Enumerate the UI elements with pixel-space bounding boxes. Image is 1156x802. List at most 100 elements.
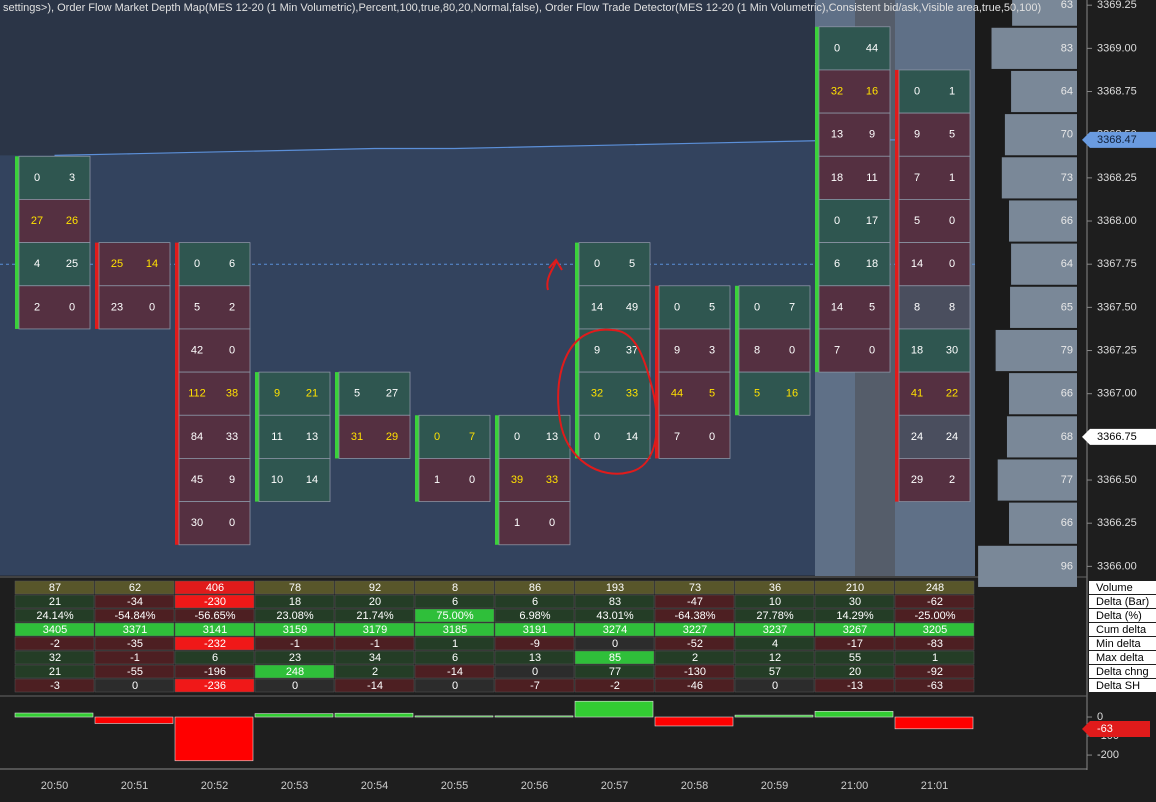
table-cell — [654, 664, 735, 679]
table-value: 0 — [132, 680, 138, 692]
table-value: 36 — [769, 582, 781, 594]
table-value: -7 — [530, 680, 540, 692]
depth-bar — [978, 545, 1077, 587]
bid-volume: 9 — [674, 344, 680, 356]
row-label: Delta (%) — [1096, 610, 1142, 622]
table-cell — [574, 580, 655, 595]
table-cell — [94, 580, 175, 595]
bid-volume: 32 — [831, 85, 843, 97]
depth-label: 68 — [1061, 431, 1073, 443]
row-label: Max delta — [1096, 652, 1145, 664]
table-cell — [894, 664, 975, 679]
ask-volume: 0 — [949, 215, 955, 227]
table-cell — [14, 580, 95, 595]
ask-volume: 8 — [949, 301, 955, 313]
ask-volume: 6 — [229, 258, 235, 270]
depth-bar — [1001, 157, 1077, 199]
ask-volume: 44 — [866, 42, 878, 54]
table-cell — [894, 580, 975, 595]
table-cell — [254, 608, 335, 623]
row-label-cell — [1089, 609, 1156, 622]
time-label: 20:54 — [361, 780, 389, 792]
bid-volume: 14 — [591, 301, 603, 313]
ask-volume: 7 — [789, 301, 795, 313]
table-value: -54.84% — [115, 610, 156, 622]
footprint-cell — [898, 458, 971, 503]
row-label-cell — [1089, 581, 1156, 594]
histogram-tick-label: 0 — [1097, 711, 1103, 723]
table-value: -14 — [367, 680, 383, 692]
bid-volume: 18 — [831, 172, 843, 184]
table-cell — [494, 650, 575, 665]
table-cell — [334, 650, 415, 665]
bid-volume: 9 — [274, 388, 280, 400]
table-cell — [174, 664, 255, 679]
table-value: 3237 — [763, 624, 787, 636]
ask-volume: 5 — [949, 129, 955, 141]
table-value: -63 — [927, 680, 943, 692]
footprint-cell — [258, 414, 331, 459]
footprint-cell — [898, 414, 971, 459]
table-value: 30 — [849, 596, 861, 608]
table-value: -232 — [204, 638, 226, 650]
table-cell — [14, 664, 95, 679]
footprint-cell — [178, 242, 251, 287]
table-value: 6 — [452, 596, 458, 608]
time-label: 20:56 — [521, 780, 549, 792]
bid-volume: 1 — [434, 474, 440, 486]
footprint-cell — [898, 155, 971, 200]
table-value: 20 — [849, 666, 861, 678]
time-label: 20:59 — [761, 780, 789, 792]
table-cell — [494, 636, 575, 651]
time-label: 21:00 — [841, 780, 869, 792]
ask-volume: 16 — [786, 388, 798, 400]
bid-volume: 5 — [194, 301, 200, 313]
footprint-cell — [258, 458, 331, 503]
footprint-cell — [578, 371, 651, 416]
table-value: 21 — [49, 596, 61, 608]
depth-bar — [1009, 373, 1077, 415]
time-label: 20:55 — [441, 780, 469, 792]
depth-bar — [995, 329, 1077, 372]
table-cell — [654, 580, 735, 595]
delta-bar — [94, 716, 174, 724]
bid-volume: 0 — [594, 258, 600, 270]
table-value: -130 — [684, 666, 706, 678]
depth-bar — [1009, 502, 1077, 544]
table-value: 1 — [932, 652, 938, 664]
footprint-cell — [818, 242, 891, 287]
table-cell — [894, 622, 975, 637]
ask-volume: 13 — [306, 431, 318, 443]
bid-volume: 14 — [831, 301, 843, 313]
table-cell — [334, 594, 415, 609]
footprint-cell — [178, 501, 251, 546]
table-cell — [894, 678, 975, 693]
table-cell — [574, 608, 655, 623]
footprint-cell — [178, 285, 251, 330]
depth-bar — [1006, 416, 1077, 458]
bid-volume: 44 — [671, 388, 683, 400]
bar-body — [495, 415, 499, 545]
depth-label: 66 — [1061, 215, 1073, 227]
table-cell — [14, 594, 95, 609]
table-value: 3405 — [43, 624, 67, 636]
table-value: 248 — [926, 582, 944, 594]
table-value: 3185 — [443, 624, 467, 636]
table-value: 86 — [529, 582, 541, 594]
table-value: -62 — [927, 596, 943, 608]
table-cell — [734, 664, 815, 679]
footprint-cell — [418, 414, 491, 459]
table-value: 4 — [772, 638, 778, 650]
bid-volume: 9 — [594, 344, 600, 356]
bar-body — [95, 242, 99, 329]
ask-volume: 1 — [949, 85, 955, 97]
footprint-cell — [498, 501, 571, 546]
table-value: 0 — [292, 680, 298, 692]
footprint-cell — [338, 371, 411, 416]
table-value: 14.29% — [836, 610, 874, 622]
table-value: 193 — [606, 582, 624, 594]
delta-bar — [334, 712, 414, 718]
table-value: -34 — [127, 596, 143, 608]
price-label: 3366.00 — [1097, 560, 1137, 572]
table-cell — [494, 594, 575, 609]
